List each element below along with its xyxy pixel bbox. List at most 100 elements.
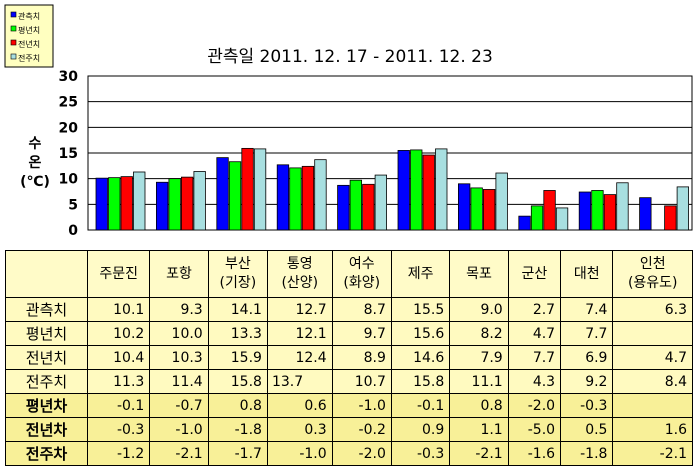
bar-전주치-통영(산양) <box>314 159 327 231</box>
bar-전년치-제주 <box>422 154 435 231</box>
table-cell: -0.1 <box>86 393 151 418</box>
table-cell: -1.8 <box>560 441 614 466</box>
table-cell: 15.9 <box>207 345 268 370</box>
table-cell: 0.8 <box>449 393 509 418</box>
y-tick-label: 20 <box>59 120 79 136</box>
bar-평년치-통영(산양) <box>289 167 302 231</box>
bar-관측치-통영(산양) <box>276 164 290 231</box>
table-cell: 10.4 <box>86 345 151 370</box>
table-cell: -2.1 <box>449 441 509 466</box>
y-tick-label: 30 <box>59 69 79 85</box>
table-cell: 12.1 <box>266 321 333 346</box>
table-cell: 10.7 <box>331 369 392 394</box>
y-tick-label: 10 <box>59 172 79 188</box>
bar-관측치-포항 <box>155 181 169 231</box>
table-cell <box>612 393 693 418</box>
row-header: 전년차 <box>5 417 88 442</box>
bar-관측치-인천(용유도) <box>639 197 652 231</box>
bar-전년치-포항 <box>180 176 194 231</box>
table-cell: 7.9 <box>449 345 509 370</box>
table-cell: 11.1 <box>449 369 509 394</box>
table-cell: -1.0 <box>149 417 209 442</box>
bar-전주치-군산 <box>555 207 569 231</box>
bar-관측치-여수(화양) <box>337 184 350 231</box>
y-axis-label: 온 <box>29 155 42 171</box>
table-cell: 9.0 <box>449 297 509 322</box>
bar-평년치-부산(기장) <box>228 161 242 231</box>
bar-전년치-여수(화양) <box>362 183 375 231</box>
bar-평년치-포항 <box>168 178 181 231</box>
column-header-line: 통영 <box>286 256 313 272</box>
table-cell: 14.1 <box>207 297 268 322</box>
table-cell: 10.3 <box>149 345 209 370</box>
table-cell: 8.9 <box>331 345 392 370</box>
y-axis-label: 수 <box>29 136 42 152</box>
column-header: 부산 (기장) <box>207 250 268 298</box>
table-cell: 2.7 <box>507 297 562 322</box>
row-header: 평년치 <box>5 321 88 346</box>
table-cell: -2.1 <box>149 441 209 466</box>
bar-전주치-제주 <box>435 148 448 231</box>
table-header-row: 주문진 포항 부산 (기장) 통영 (산양) 여수 (화양) 제주 목포 군산 대천 인천 (용유도) <box>5 250 693 298</box>
column-header: 군산 <box>507 250 562 298</box>
row-header: 전년치 <box>5 345 88 370</box>
bar-관측치-주문진 <box>95 177 108 231</box>
column-header: 포항 <box>149 250 209 298</box>
bar-관측치-군산 <box>518 215 531 231</box>
bar-전주치-목포 <box>495 172 508 231</box>
bar-전주치-부산(기장) <box>253 148 267 231</box>
bar-관측치-대천 <box>578 191 592 231</box>
row-header: 전주치 <box>5 369 88 394</box>
table-cell: 9.3 <box>149 297 209 322</box>
bar-평년치-목포 <box>470 187 483 231</box>
column-header-line: (기장) <box>219 275 257 291</box>
bar-관측치-부산(기장) <box>216 157 229 231</box>
row-header: 관측치 <box>5 297 88 322</box>
bar-평년치-대천 <box>591 190 604 231</box>
bar-전주치-여수(화양) <box>374 174 388 231</box>
table-cell: 9.7 <box>331 321 392 346</box>
table-cell: -0.7 <box>149 393 209 418</box>
table-cell: 7.7 <box>507 345 562 370</box>
row-header: 평년차 <box>5 393 88 418</box>
bar-전주치-대천 <box>616 182 629 231</box>
legend-swatch <box>10 25 17 32</box>
legend-label: 전년치 <box>18 39 40 49</box>
table-cell: 8.4 <box>612 369 693 394</box>
table-cell: 1.1 <box>449 417 509 442</box>
column-header-line: 인천 <box>639 256 666 272</box>
table-cell: 14.6 <box>390 345 451 370</box>
table-cell: 0.3 <box>266 417 333 442</box>
column-header-line: 여수 <box>348 256 375 272</box>
table-cell: -2.1 <box>612 441 693 466</box>
table-cell: 15.8 <box>207 369 268 394</box>
column-header-line: 포항 <box>166 265 192 282</box>
table-cell: -1.6 <box>507 441 562 466</box>
column-header-line: 군산 <box>521 265 548 282</box>
table-cell: 11.3 <box>86 369 151 394</box>
chart-title: 관측일 2011. 12. 17 - 2011. 12. 23 <box>207 47 493 67</box>
table-cell: -1.8 <box>207 417 268 442</box>
bar-평년치-제주 <box>410 149 423 231</box>
table-cell: 12.4 <box>266 345 333 370</box>
table-cell: 15.6 <box>390 321 451 346</box>
table-cell: 9.2 <box>560 369 614 394</box>
bar-전년치-주문진 <box>120 176 133 231</box>
bar-관측치-목포 <box>457 183 471 231</box>
column-header: 통영 (산양) <box>266 250 333 298</box>
table-cell: 0.9 <box>390 417 451 442</box>
table-cell: 0.8 <box>207 393 268 418</box>
legend-swatch <box>10 11 17 18</box>
y-tick-label: 0 <box>68 223 78 239</box>
bar-전주치-포항 <box>193 171 206 231</box>
legend-label: 전주치 <box>18 53 40 63</box>
table-cell: 6.9 <box>560 345 614 370</box>
table-cell <box>612 321 693 346</box>
column-header-line: (화양) <box>343 275 381 291</box>
table-cell: -0.3 <box>390 441 451 466</box>
table-cell: 13.3 <box>207 321 268 346</box>
column-header-line: 제주 <box>407 265 434 282</box>
bar-전년치-군산 <box>543 190 556 231</box>
table-cell: 1.6 <box>612 417 693 442</box>
table-cell: 15.5 <box>390 297 451 322</box>
